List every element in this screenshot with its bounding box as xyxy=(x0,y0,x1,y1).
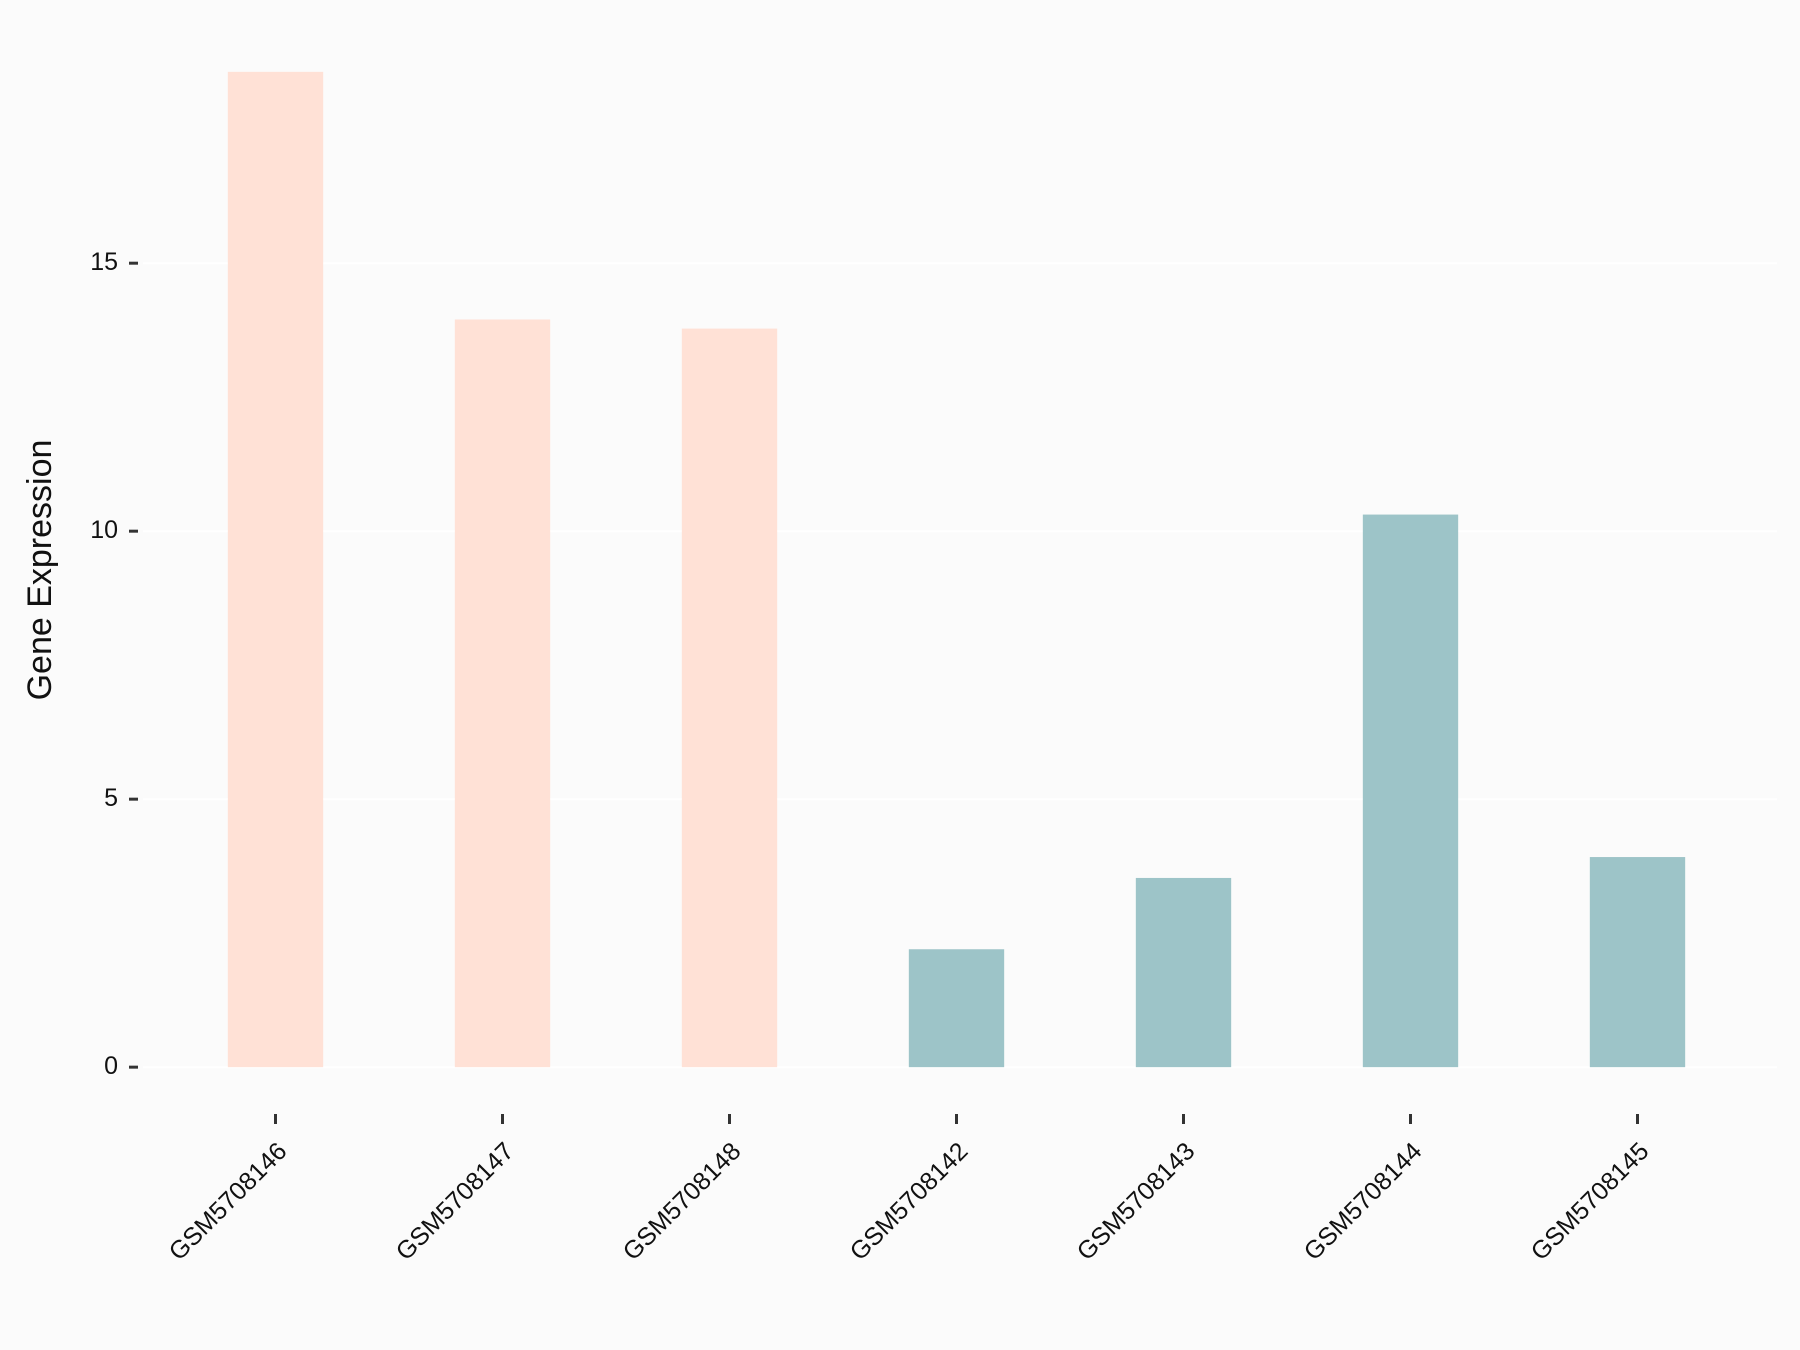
bar xyxy=(454,319,551,1068)
y-axis-label: Gene Expression xyxy=(21,440,59,701)
y-tick-label: 15 xyxy=(90,248,118,276)
bar xyxy=(1589,857,1686,1068)
bar xyxy=(681,328,778,1068)
y-tick-label: 5 xyxy=(104,784,118,812)
y-tick-label: 10 xyxy=(90,516,118,544)
bar xyxy=(1135,877,1232,1068)
bar xyxy=(227,71,324,1068)
bar xyxy=(908,949,1005,1068)
bar xyxy=(1362,514,1459,1068)
y-tick-label: 0 xyxy=(104,1052,118,1080)
